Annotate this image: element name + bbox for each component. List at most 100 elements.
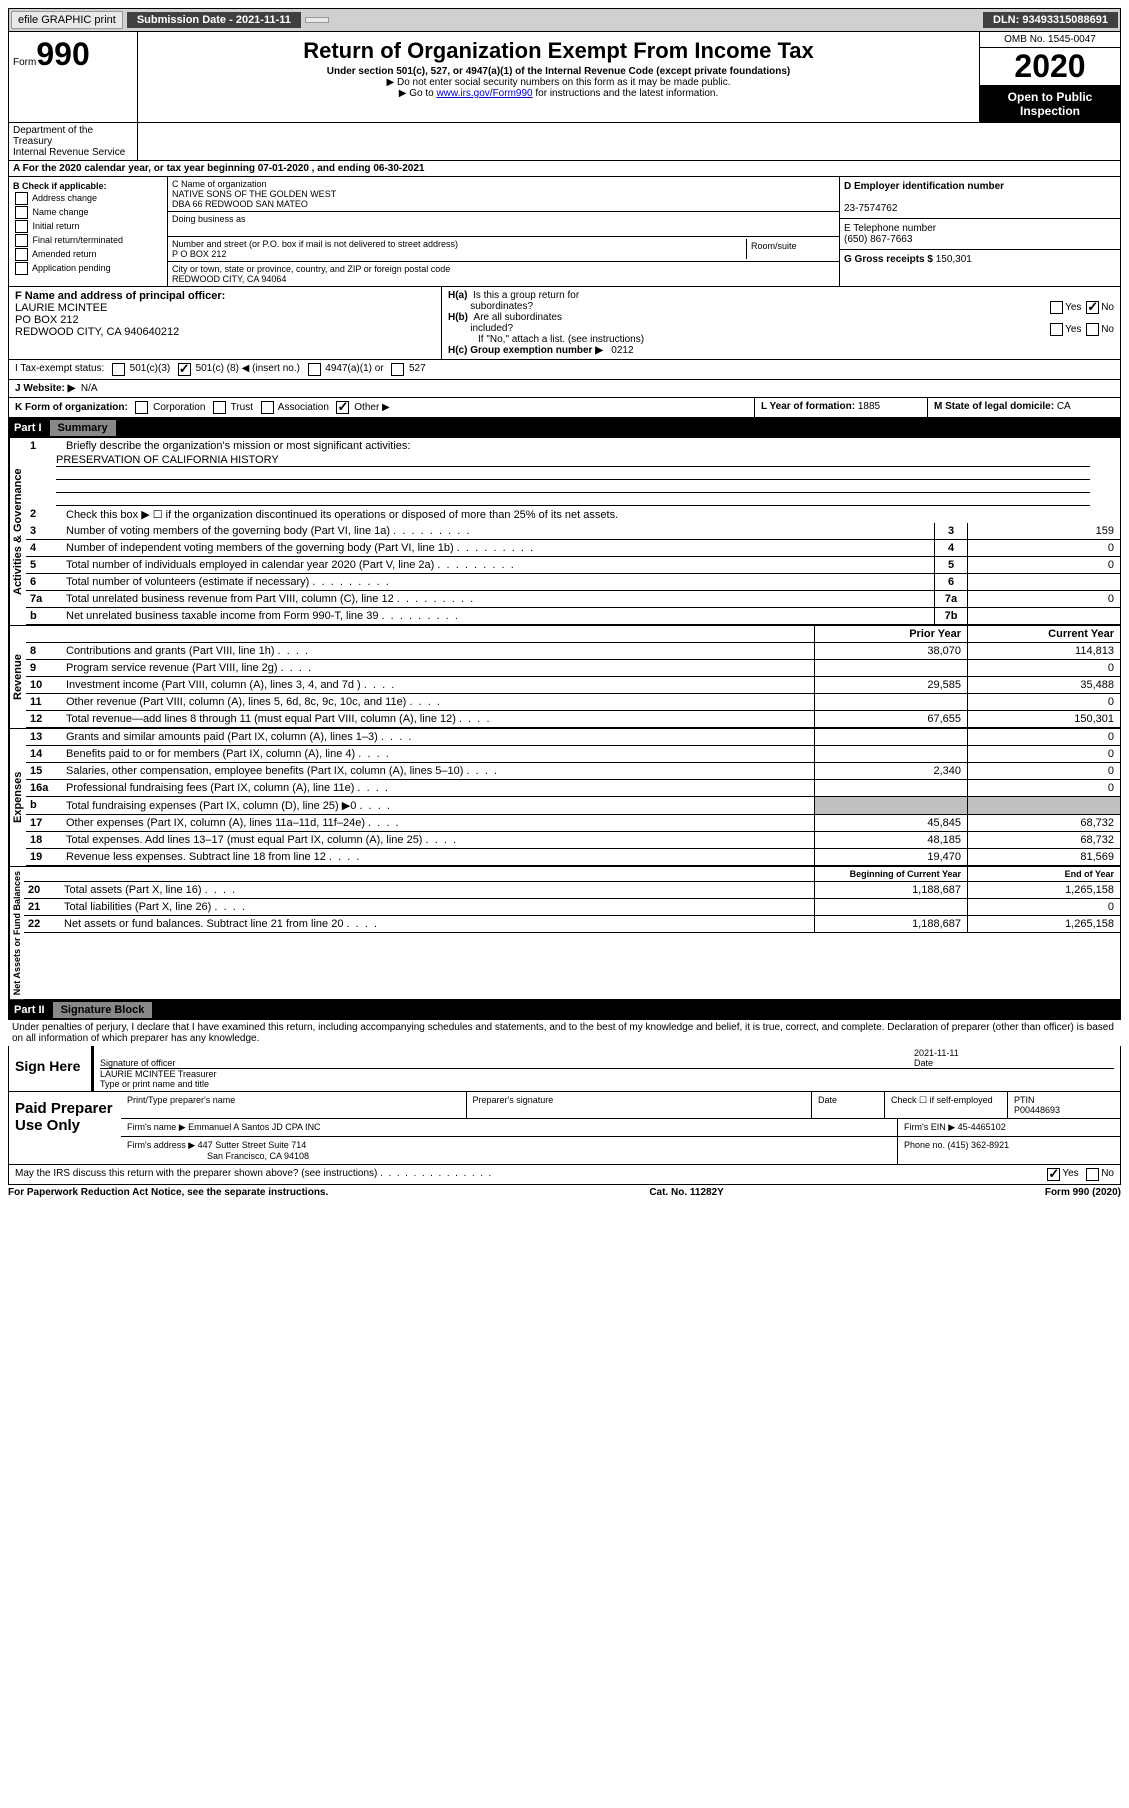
527-checkbox[interactable] [391,363,404,376]
form-subtitle: Under section 501(c), 527, or 4947(a)(1)… [142,66,975,77]
part-1-body: Activities & Governance 1Briefly describ… [8,438,1121,626]
summary-row: 7aTotal unrelated business revenue from … [26,591,1120,608]
hb-no-checkbox[interactable] [1086,323,1099,336]
state-domicile: M State of legal domicile: CA [928,398,1120,417]
summary-row: 13Grants and similar amounts paid (Part … [26,729,1120,746]
assoc-checkbox[interactable] [261,401,274,414]
form-title: Return of Organization Exempt From Incom… [142,38,975,64]
net-assets-section: Net Assets or Fund Balances Beginning of… [8,867,1121,1000]
row-j-website: J Website: ▶ N/A [8,380,1121,398]
paid-preparer-label: Paid Preparer Use Only [9,1092,121,1164]
address-change-checkbox[interactable] [15,192,28,205]
dept-row: Department of the TreasuryInternal Reven… [8,123,1121,161]
expenses-section: Expenses 13Grants and similar amounts pa… [8,729,1121,867]
form-header: Form990 Return of Organization Exempt Fr… [8,32,1121,123]
trust-checkbox[interactable] [213,401,226,414]
revenue-section: Revenue Prior Year Current Year 8Contrib… [8,626,1121,729]
paid-preparer-block: Paid Preparer Use Only Print/Type prepar… [8,1092,1121,1165]
application-pending-checkbox[interactable] [15,262,28,275]
form-word: Form [13,57,36,68]
row-i-tax-exempt: I Tax-exempt status: 501(c)(3) 501(c) ( … [8,360,1121,380]
row-a-tax-year: A For the 2020 calendar year, or tax yea… [8,161,1121,177]
summary-row: bNet unrelated business taxable income f… [26,608,1120,625]
top-bar: efile GRAPHIC print Submission Date - 20… [8,8,1121,32]
form-number: 990 [36,36,89,72]
gross-receipts-cell: G Gross receipts $ 150,301 [840,250,1120,269]
name-change-checkbox[interactable] [15,206,28,219]
footer: For Paperwork Reduction Act Notice, see … [8,1185,1121,1200]
summary-row: 19Revenue less expenses. Subtract line 1… [26,849,1120,866]
current-year-header: Current Year [967,626,1120,642]
irs-link[interactable]: www.irs.gov/Form990 [436,88,532,99]
check-if-applicable: B Check if applicable: Address change Na… [9,177,168,286]
form-of-org: K Form of organization: Corporation Trus… [9,398,755,417]
phone-cell: E Telephone number(650) 867-7663 [840,219,1120,250]
summary-row: 11Other revenue (Part VIII, column (A), … [26,694,1120,711]
efile-button[interactable]: efile GRAPHIC print [11,11,123,29]
signature-block: Sign Here Signature of officer 2021-11-1… [8,1046,1121,1092]
cat-number: Cat. No. 11282Y [649,1187,723,1198]
summary-row: 17Other expenses (Part IX, column (A), l… [26,815,1120,832]
org-name-cell: C Name of organization NATIVE SONS OF TH… [168,177,839,212]
street-cell: Number and street (or P.O. box if mail i… [168,237,839,262]
omb-number: OMB No. 1545-0047 [980,32,1120,48]
form-number-box: Form990 [9,32,138,122]
vert-activities-governance: Activities & Governance [9,438,26,625]
instruction-1: ▶ Do not enter social security numbers o… [142,77,975,88]
city-cell: City or town, state or province, country… [168,262,839,286]
sign-here-label: Sign Here [9,1046,91,1091]
discuss-no-checkbox[interactable] [1086,1168,1099,1181]
perjury-statement: Under penalties of perjury, I declare th… [8,1020,1121,1046]
summary-row: 16aProfessional fundraising fees (Part I… [26,780,1120,797]
vert-revenue: Revenue [9,626,26,728]
summary-row: 14Benefits paid to or for members (Part … [26,746,1120,763]
discuss-yes-checkbox[interactable] [1047,1168,1060,1181]
final-return-checkbox[interactable] [15,234,28,247]
part-1-header: Part I Summary [8,418,1121,438]
mission-text: PRESERVATION OF CALIFORNIA HISTORY [56,454,1090,467]
line-1-desc: Briefly describe the organization's miss… [62,438,1120,454]
instruction-2: ▶ Go to www.irs.gov/Form990 for instruct… [142,88,975,99]
initial-return-checkbox[interactable] [15,220,28,233]
submission-date: Submission Date - 2021-11-11 [127,12,301,28]
4947-checkbox[interactable] [308,363,321,376]
title-box: Return of Organization Exempt From Incom… [138,32,979,122]
prior-year-header: Prior Year [814,626,967,642]
summary-row: 4Number of independent voting members of… [26,540,1120,557]
corp-checkbox[interactable] [135,401,148,414]
hb-yes-checkbox[interactable] [1050,323,1063,336]
group-return: H(a) Is this a group return for subordin… [442,287,1120,359]
spacer [138,123,1120,160]
summary-row: bTotal fundraising expenses (Part IX, co… [26,797,1120,815]
501c-checkbox[interactable] [178,363,191,376]
row-klm: K Form of organization: Corporation Trus… [8,398,1121,418]
pra-notice: For Paperwork Reduction Act Notice, see … [8,1187,328,1198]
summary-row: 3Number of voting members of the governi… [26,523,1120,540]
vert-expenses: Expenses [9,729,26,866]
summary-row: 22Net assets or fund balances. Subtract … [24,916,1120,933]
part-2-header: Part II Signature Block [8,1000,1121,1020]
vert-net-assets: Net Assets or Fund Balances [9,867,24,999]
ein-cell: D Employer identification number23-75747… [840,177,1120,219]
open-public-badge: Open to Public Inspection [980,86,1120,122]
dln-label: DLN: 93493315088691 [983,12,1118,28]
dba-cell: Doing business as [168,212,839,237]
right-info: D Employer identification number23-75747… [839,177,1120,286]
summary-row: 8Contributions and grants (Part VIII, li… [26,643,1120,660]
form-version: Form 990 (2020) [1045,1187,1121,1198]
ha-no-checkbox[interactable] [1086,301,1099,314]
tax-year: 2020 [980,48,1120,86]
year-box: OMB No. 1545-0047 2020 Open to Public In… [979,32,1120,122]
row-f-h: F Name and address of principal officer:… [8,287,1121,360]
summary-row: 15Salaries, other compensation, employee… [26,763,1120,780]
501c3-checkbox[interactable] [112,363,125,376]
other-checkbox[interactable] [336,401,349,414]
officer-name: LAURIE MCINTEE Treasurer [100,1069,217,1079]
ha-yes-checkbox[interactable] [1050,301,1063,314]
line-2-desc: Check this box ▶ ☐ if the organization d… [62,506,1120,523]
beginning-year-header: Beginning of Current Year [814,867,967,881]
summary-row: 21Total liabilities (Part X, line 26) . … [24,899,1120,916]
dept-treasury: Department of the TreasuryInternal Reven… [9,123,138,160]
amended-return-checkbox[interactable] [15,248,28,261]
principal-officer: F Name and address of principal officer:… [9,287,442,359]
